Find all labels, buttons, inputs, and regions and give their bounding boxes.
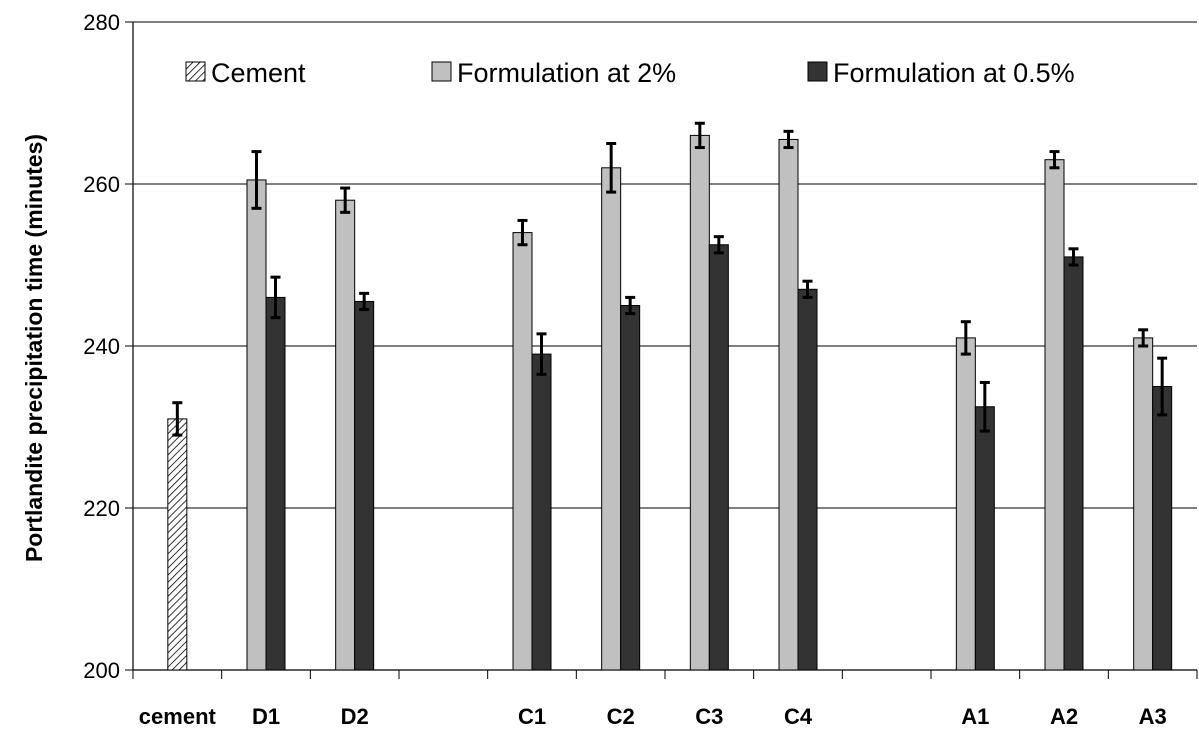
bar-formulation-05	[620, 305, 641, 671]
x-tick-label: D1	[252, 704, 280, 729]
x-tick-label: cement	[139, 704, 217, 729]
bar-formulation-2	[512, 232, 533, 671]
bar-formulation-05	[1063, 256, 1084, 671]
bar-formulation-2	[601, 167, 622, 671]
bar-formulation-05	[531, 353, 552, 671]
bar-formulation-2	[1044, 159, 1065, 671]
bar-formulation-05	[1152, 386, 1173, 671]
y-tick-label: 240	[83, 334, 120, 359]
bar-formulation-2	[955, 337, 976, 671]
legend-swatch	[185, 61, 206, 82]
x-tick-label: C3	[695, 704, 723, 729]
x-tick-label: A3	[1139, 704, 1167, 729]
bar-formulation-05	[265, 296, 286, 671]
bar-formulation-2	[689, 134, 710, 671]
legend: Cement Formulation at 2% Formulation at 0.…	[185, 58, 1075, 88]
bars	[167, 134, 1173, 671]
y-tick-label: 220	[83, 496, 120, 521]
legend-swatch	[431, 61, 452, 82]
bar-formulation-2	[1133, 337, 1154, 671]
legend-swatch	[807, 61, 828, 82]
bar-formulation-05	[354, 300, 375, 671]
bar-formulation-2	[335, 199, 356, 671]
bar-formulation-05	[797, 288, 818, 671]
legend-label: Cement	[211, 58, 306, 88]
tick-labels: 200 220 240 260 280 cement D1 D2 C1 C2 C3 C4 A1 A2 A3	[83, 10, 1166, 729]
x-tick-label: C2	[607, 704, 635, 729]
error-bars	[172, 121, 1168, 437]
x-tick-label: C1	[518, 704, 546, 729]
gridlines	[133, 21, 1197, 509]
y-tick-label: 200	[83, 658, 120, 683]
y-tick-label: 280	[83, 10, 120, 35]
x-tick-label: A1	[961, 704, 989, 729]
bar-formulation-05	[974, 406, 995, 671]
x-tick-label: A2	[1050, 704, 1078, 729]
bar-formulation-2	[778, 138, 799, 671]
legend-label: Formulation at 2%	[457, 58, 676, 88]
bar-formulation-05	[708, 244, 729, 671]
y-axis-label: Portlandite precipitation time (minutes)	[21, 134, 47, 562]
y-tick-label: 260	[83, 172, 120, 197]
x-tick-label: D2	[341, 704, 369, 729]
axes	[125, 21, 1198, 679]
bar-formulation-2	[246, 179, 267, 671]
x-tick-label: C4	[784, 704, 813, 729]
bar-cement	[167, 418, 188, 671]
legend-label: Formulation at 0.5%	[833, 58, 1075, 88]
